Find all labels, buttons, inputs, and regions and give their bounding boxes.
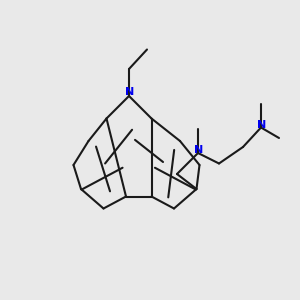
- Text: N: N: [125, 87, 134, 98]
- Text: N: N: [257, 119, 266, 130]
- Text: N: N: [194, 145, 203, 155]
